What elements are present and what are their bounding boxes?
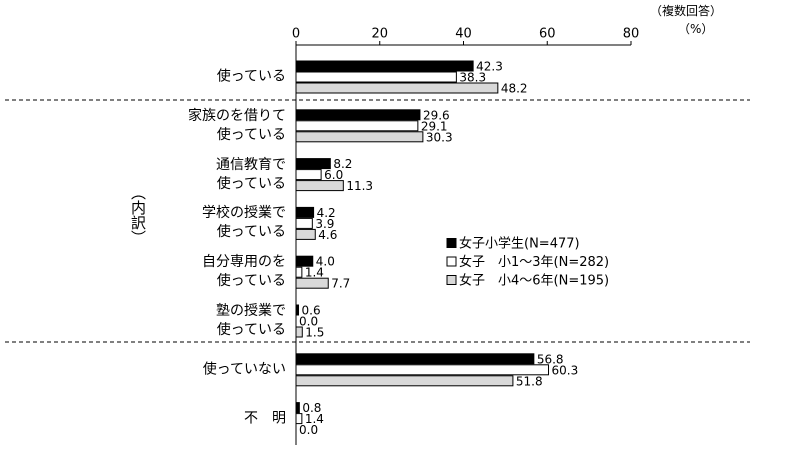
value-label: 4.2 [317, 206, 336, 220]
bar [295, 413, 303, 425]
annotation: （複数回答） [650, 4, 723, 18]
value-label: 29.6 [423, 108, 450, 122]
value-label: 7.7 [331, 277, 350, 291]
bar [295, 402, 300, 414]
value-label: 0.0 [299, 423, 318, 437]
category-label: 家族のを借りて 使っている [188, 107, 286, 143]
bar [295, 228, 316, 240]
value-label: 1.4 [305, 412, 324, 426]
value-label: 0.6 [302, 304, 321, 318]
bar [295, 304, 300, 316]
x-tick-label: 40 [455, 27, 472, 42]
bar [295, 364, 550, 376]
category-label: 使っている [216, 68, 286, 85]
value-label: 51.8 [516, 374, 543, 388]
category-label: 通信教育で 使っている [216, 156, 286, 192]
bar [295, 255, 314, 267]
value-label: 1.5 [305, 326, 324, 340]
x-tick-label: 60 [539, 27, 556, 42]
legend-swatch [446, 275, 457, 285]
bar [295, 169, 322, 181]
bar [295, 158, 331, 170]
legend-swatch [446, 238, 457, 248]
value-label: 48.2 [501, 82, 528, 96]
value-label: 38.3 [459, 71, 486, 85]
bar [295, 109, 421, 121]
value-label: 29.1 [421, 119, 448, 133]
annotation: （%） [678, 22, 714, 36]
category-label: 使っていない [202, 361, 286, 378]
value-label: 3.9 [315, 217, 334, 231]
bar [295, 120, 419, 132]
category-label: 塾の授業で 使っている [216, 303, 286, 338]
bar [295, 217, 313, 229]
bar [295, 180, 344, 192]
value-label: 4.6 [318, 228, 337, 242]
value-label: 0.0 [299, 315, 318, 329]
x-tick-label: 0 [292, 27, 300, 42]
value-label: 8.2 [333, 157, 352, 171]
side-label: （内訳） [129, 185, 147, 245]
category-label: 自分専用のを 使っている [202, 254, 286, 290]
legend-label: 女子 小4～6年(N=195) [459, 273, 609, 289]
bar [295, 353, 535, 365]
bar [295, 131, 424, 143]
legend-swatch [446, 256, 457, 267]
category-label: 学校の授業で 使っている [202, 205, 286, 241]
value-label: 42.3 [476, 60, 503, 74]
value-label: 30.3 [426, 130, 453, 144]
bar [295, 206, 315, 218]
legend-label: 女子 小1～3年(N=282) [459, 254, 609, 270]
value-label: 56.8 [537, 352, 564, 366]
bar [295, 60, 474, 72]
legend-label: 女子小学生(N=477) [459, 236, 580, 252]
value-label: 4.0 [316, 255, 335, 269]
value-label: 6.0 [324, 168, 343, 182]
bar [295, 277, 329, 289]
bar [295, 326, 303, 338]
value-label: 1.4 [305, 266, 324, 280]
category-label: 不 明 [244, 410, 286, 427]
value-label: 11.3 [346, 179, 373, 193]
bar [295, 375, 514, 387]
bar [295, 82, 499, 94]
x-tick-label: 80 [623, 27, 640, 42]
bar [295, 266, 303, 278]
x-tick-label: 20 [371, 27, 388, 42]
bar [295, 71, 457, 83]
value-label: 60.3 [552, 363, 579, 377]
value-label: 0.8 [302, 401, 321, 415]
